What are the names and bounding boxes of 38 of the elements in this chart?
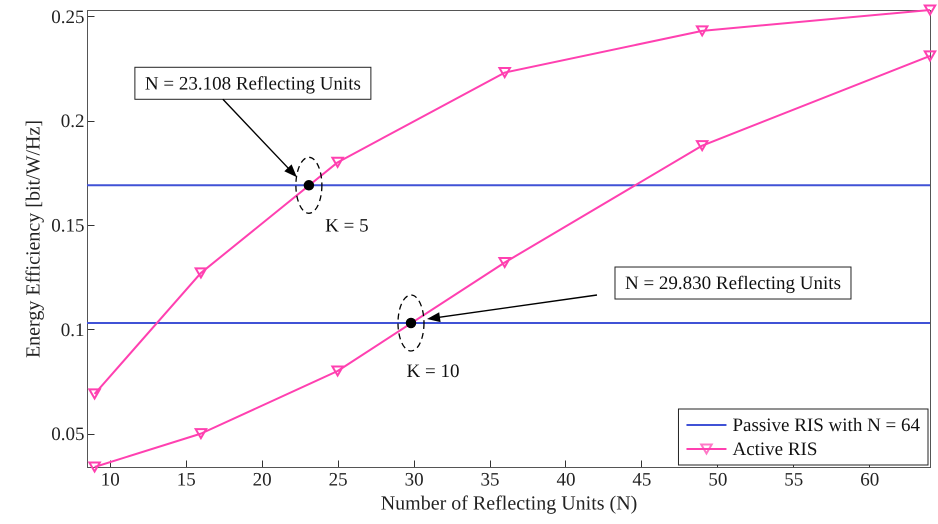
x-tick-label: 45 xyxy=(632,470,652,490)
point xyxy=(406,318,416,328)
point xyxy=(331,365,344,377)
point xyxy=(696,25,708,36)
x-tick-label: 50 xyxy=(708,470,728,490)
annotation: N = 23.108 Reflecting Units xyxy=(144,73,361,94)
x-tick-label: 40 xyxy=(556,470,576,490)
x-tick-label: 60 xyxy=(860,470,880,490)
x-tick-label: 35 xyxy=(480,470,500,490)
y-tick-label: 0.15 xyxy=(51,215,84,236)
annotation: K = 5 xyxy=(325,215,369,236)
annotation: K = 10 xyxy=(406,361,460,382)
y-axis-title: Energy Efficiency [bit/W/Hz] xyxy=(22,120,44,358)
x-tick-label: 30 xyxy=(404,470,424,490)
point xyxy=(194,267,208,278)
y-tick-label: 0.2 xyxy=(60,111,84,132)
legend-label: Passive RIS with N = 64 xyxy=(732,415,920,436)
legend-label: Active RIS xyxy=(732,439,818,460)
point xyxy=(696,140,708,152)
point xyxy=(924,50,936,62)
y-tick-label: 0.25 xyxy=(51,6,84,28)
point xyxy=(88,388,101,400)
x-tick-label: 15 xyxy=(176,470,196,490)
point xyxy=(498,67,511,78)
y-tick-label: 0.05 xyxy=(51,424,84,446)
x-axis-title: Number of Reflecting Units (N) xyxy=(380,492,638,514)
y-tick-label: 0.1 xyxy=(60,320,84,341)
point xyxy=(924,4,936,16)
point xyxy=(498,256,511,268)
point xyxy=(304,180,314,191)
annotation: N = 29.830 Reflecting Units xyxy=(624,273,841,294)
x-tick-label: 20 xyxy=(252,470,272,490)
point xyxy=(331,156,344,168)
point xyxy=(88,461,101,473)
x-tick-label: 55 xyxy=(784,470,804,490)
point xyxy=(194,428,208,440)
x-tick-label: 10 xyxy=(100,470,120,490)
x-tick-label: 25 xyxy=(328,470,348,490)
